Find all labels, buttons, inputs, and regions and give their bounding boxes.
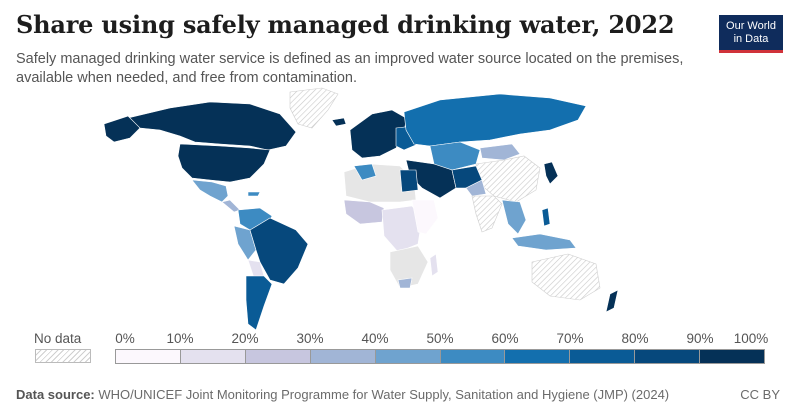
country-south-africa[interactable] [397,277,413,289]
legend-bin-7[interactable] [570,350,636,363]
legend-bin-8[interactable] [635,350,701,363]
country-mexico[interactable] [191,179,229,203]
region-central-africa[interactable] [381,205,423,253]
legend-bin-0[interactable] [116,350,181,363]
legend-no-data-swatch[interactable] [35,349,91,363]
country-canada[interactable] [127,101,297,151]
country-australia[interactable] [531,253,601,301]
country-brazil[interactable] [249,217,309,285]
region-southern-cone[interactable] [245,275,273,331]
legend-bin-4[interactable] [375,350,441,363]
region-central-america[interactable] [221,199,241,213]
region-southeast-asia[interactable] [501,199,527,235]
owid-logo[interactable]: Our World in Data [719,15,783,53]
country-iceland[interactable] [331,117,347,127]
region-west-africa[interactable] [343,199,385,225]
legend-bin-3[interactable] [310,350,376,363]
legend-tick-label: 80% [621,331,649,346]
country-india[interactable] [471,195,503,233]
legend-tick-label: 90% [686,331,714,346]
region-southern-africa[interactable] [389,245,429,289]
legend-tick-label: 40% [361,331,389,346]
region-east-africa[interactable] [411,199,439,235]
region-andes[interactable] [233,225,257,261]
footer-source: Data source: WHO/UNICEF Joint Monitoring… [16,387,669,402]
country-madagascar[interactable] [429,253,439,277]
legend-tick-label: 20% [231,331,259,346]
region-caribbean[interactable] [247,191,261,197]
legend-tick-label: 100% [733,331,769,346]
legend-tick-label: 30% [296,331,324,346]
country-usa[interactable] [177,143,271,183]
country-greenland[interactable] [289,87,339,129]
legend-no-data-label: No data [34,331,82,346]
country-new-zealand[interactable] [605,289,619,313]
country-philippines[interactable] [541,207,551,227]
country-mongolia[interactable] [479,143,521,161]
legend-tick-label: 70% [556,331,584,346]
legend-bin-1[interactable] [180,350,246,363]
legend-bin-9[interactable] [700,350,765,363]
legend-tick-label: 10% [166,331,194,346]
chart-subtitle: Safely managed drinking water service is… [16,51,684,86]
source-label: Data source: [16,387,95,402]
region-korea-japan[interactable] [543,161,559,185]
country-alaska[interactable] [103,115,141,143]
logo-line-2: in Data [733,33,769,45]
legend-tick-label: 50% [426,331,454,346]
legend-bin-5[interactable] [440,350,506,363]
country-egypt[interactable] [399,169,419,193]
region-maritime-southeast-asia[interactable] [511,233,577,251]
legend-tick-label: 60% [491,331,519,346]
legend-tick-label: 0% [115,331,135,346]
color-legend: No data 0% 10% 20% 30% 40% 50% 60% 70% 80% 90% 100… [0,328,800,372]
source-text: WHO/UNICEF Joint Monitoring Programme fo… [98,387,670,402]
world-map[interactable] [100,84,700,334]
region-maghreb[interactable] [353,163,377,181]
chart-title: Share using safely managed drinking wate… [16,10,675,39]
license-label[interactable]: CC BY [740,387,780,402]
country-pakistan[interactable] [465,179,487,197]
country-china[interactable] [475,155,541,203]
legend-bin-6[interactable] [505,350,571,363]
legend-color-bar[interactable] [115,349,765,364]
legend-bin-2[interactable] [245,350,311,363]
logo-line-1: Our World [726,20,776,32]
country-russia[interactable] [403,93,587,147]
